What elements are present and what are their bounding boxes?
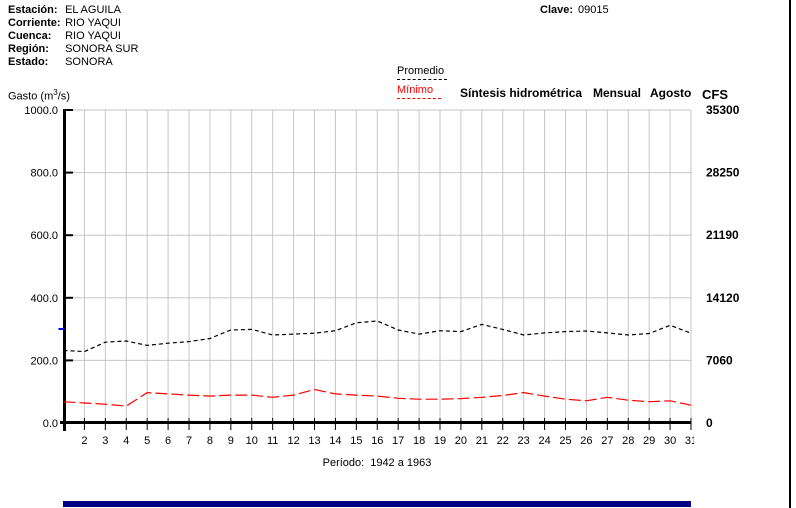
legend-promedio[interactable]: Promedio [397,65,445,77]
x-axis-tick-label: 15 [350,435,362,447]
x-axis-tick-label: 19 [434,435,446,447]
period-caption: Período: 1942 a 1963 [63,457,691,469]
right-axis-unit-label: CFS [702,87,728,102]
promedio-line-sample [397,79,447,80]
field-value: RIO YAQUI [65,17,121,29]
x-axis-tick-label: 10 [246,435,258,447]
y2-axis-tick-label: 14120 [706,291,740,305]
field-estacion: Estación: EL AGUILA [8,4,121,17]
period-label: Período: [322,457,365,469]
x-axis-tick-label: 29 [643,435,655,447]
y2-axis-tick-label: 21190 [706,228,739,242]
period-type-label: Mensual [593,86,642,100]
blue-axis-marker [58,328,65,330]
field-clave: Clave: 09015 [540,4,609,16]
field-value: RIO YAQUI [65,30,121,42]
field-value: SONORA [65,56,113,68]
y-axis-tick-label: 0.0 [43,418,58,430]
x-axis-tick-label: 20 [455,435,467,447]
series-promedio [63,320,692,353]
x-axis-tick-label: 16 [371,435,383,447]
y-axis-tick-label: 400.0 [30,293,58,305]
x-axis-tick-label: 17 [392,435,404,447]
x-axis-tick-label: 6 [165,435,171,447]
x-axis-tick-label: 13 [308,435,320,447]
x-axis-tick-label: 12 [287,435,299,447]
y-axis-tick-label: 600.0 [30,230,58,242]
x-axis-tick-label: 26 [580,435,592,447]
x-axis-tick-label: 2 [81,435,87,447]
x-axis-tick-label: 21 [476,435,488,447]
x-axis-tick-label: 25 [559,435,571,447]
field-label: Estación: [8,4,58,16]
x-axis-line [60,421,691,424]
field-corriente: Corriente: RIO YAQUI [8,17,121,30]
field-value: 09015 [578,4,609,16]
x-axis-tick-label: 27 [601,435,613,447]
x-axis-tick-label: 23 [518,435,530,447]
window-right-border [789,0,791,508]
month-label: Agosto [650,86,692,100]
field-value: SONORA SUR [65,43,139,55]
y-axis-tick-label: 200.0 [30,355,58,367]
x-axis-tick-label: 4 [123,435,129,447]
field-estado: Estado: SONORA [8,56,113,69]
y2-axis-tick-label: 28250 [706,166,740,180]
x-axis-tick-label: 18 [413,435,425,447]
y2-axis-tick-label: 0 [706,416,713,430]
x-axis-tick-label: 8 [207,435,213,447]
x-axis-tick-label: 5 [144,435,150,447]
chart-title: Síntesis hidrométrica [460,86,583,100]
minimo-line-sample [397,98,441,99]
x-axis-tick-label: 11 [267,435,278,447]
x-axis-tick-label: 31 [685,435,697,447]
field-label: Región: [8,43,49,55]
y2-axis-tick-label: 35300 [706,103,740,117]
field-label: Cuenca: [8,30,52,42]
y2-axis-tick-label: 7060 [706,353,733,367]
series-mínimo [63,388,692,407]
x-axis-tick-label: 7 [186,435,192,447]
field-cuenca: Cuenca: RIO YAQUI [8,30,121,43]
y-axis-line [63,109,66,431]
legend-minimo[interactable]: Mínimo [397,84,434,96]
field-label: Corriente: [8,17,61,29]
x-axis-tick-label: 22 [497,435,509,447]
field-label: Clave: [540,4,574,16]
x-axis-tick-label: 3 [102,435,108,447]
field-label: Estado: [8,56,49,68]
x-axis-tick-label: 14 [329,435,341,447]
x-axis-tick-label: 9 [228,435,234,447]
x-axis-tick-label: 30 [664,435,676,447]
y-axis-tick-label: 1000.0 [24,105,58,117]
field-region: Región: SONORA SUR [8,43,138,56]
superscript-3: 3 [53,88,58,97]
x-axis-tick-label: 24 [538,435,550,447]
field-value: EL AGUILA [65,4,121,16]
period-value: 1942 a 1963 [370,457,432,469]
y-axis-tick-label: 800.0 [30,168,58,180]
x-axis-tick-label: 28 [622,435,634,447]
bottom-bar [63,501,691,507]
left-axis-unit-label: Gasto (m3/s) [8,88,70,103]
